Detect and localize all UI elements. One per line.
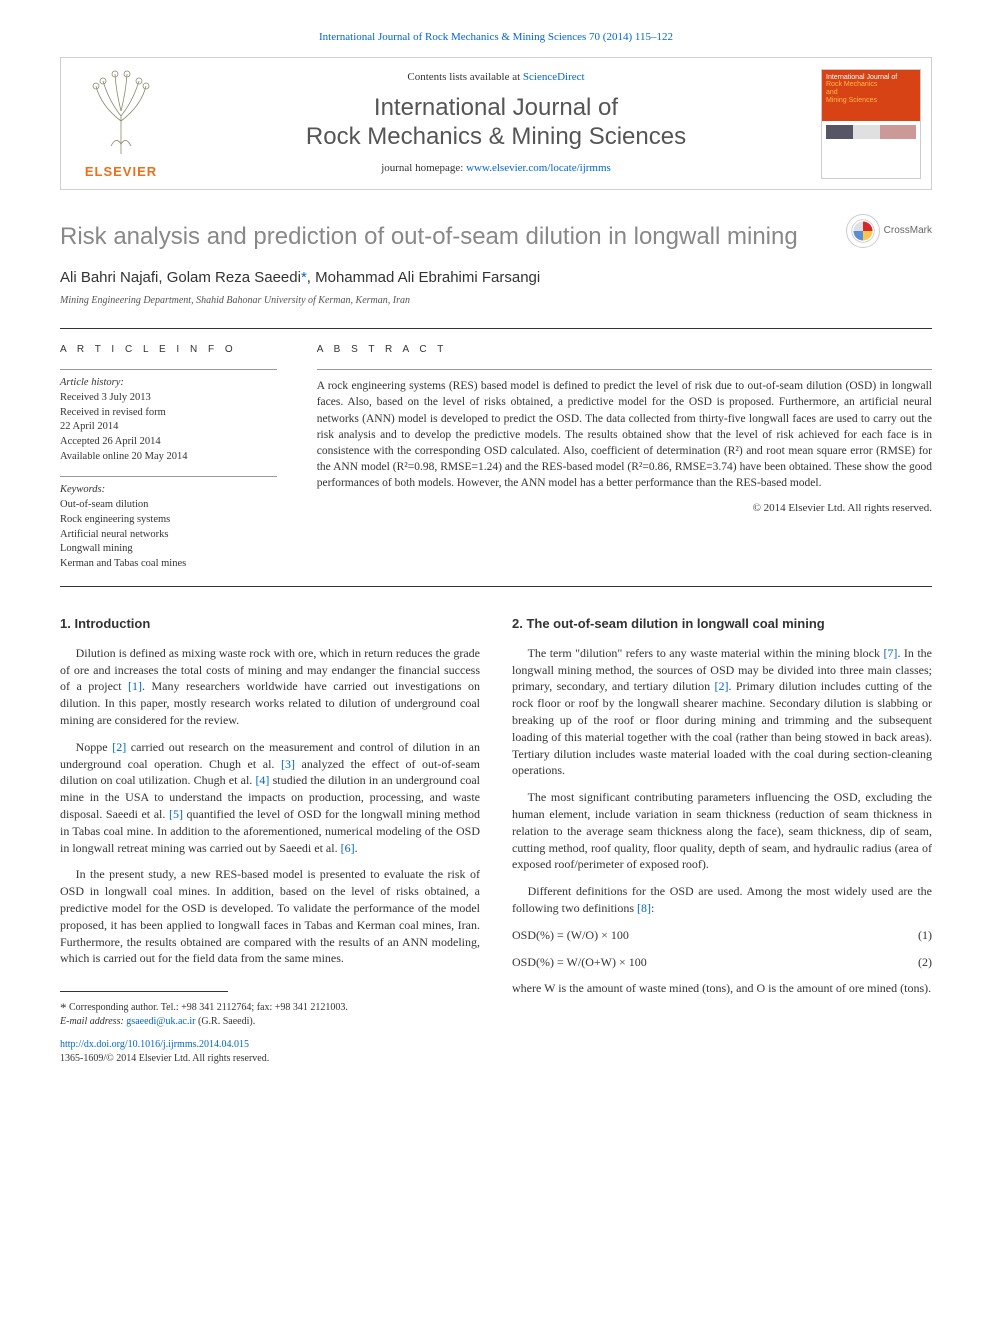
article-info: A R T I C L E I N F O Article history: R… — [60, 329, 287, 585]
received-date: Received 3 July 2013 — [60, 391, 277, 406]
authors-part2: , Mohammad Ali Ebrahimi Farsangi — [307, 269, 540, 286]
keyword: Rock engineering systems — [60, 513, 277, 528]
keyword: Artificial neural networks — [60, 528, 277, 543]
crossmark[interactable]: CrossMark — [846, 214, 932, 248]
left-column: 1. Introduction Dilution is defined as m… — [60, 615, 480, 1066]
cover-l1: International Journal of — [826, 74, 897, 81]
footnote-star-icon: * — [60, 1000, 67, 1015]
publisher-label: ELSEVIER — [85, 163, 157, 181]
homepage-link[interactable]: www.elsevier.com/locate/ijrmms — [466, 162, 611, 174]
eq-number: (1) — [918, 927, 932, 944]
keywords-block: Keywords: Out-of-seam dilution Rock engi… — [60, 476, 277, 571]
email-label: E-mail address: — [60, 1016, 126, 1027]
right-column: 2. The out-of-seam dilution in longwall … — [512, 615, 932, 1066]
ref-link[interactable]: [7] — [883, 646, 897, 660]
crossmark-label: CrossMark — [884, 224, 932, 238]
journal-name-l1: International Journal of — [374, 94, 618, 121]
article-info-heading: A R T I C L E I N F O — [60, 343, 277, 357]
t: The term "dilution" refers to any waste … — [528, 646, 884, 660]
email-link[interactable]: gsaeedi@uk.ac.ir — [126, 1016, 195, 1027]
footnote-separator — [60, 991, 228, 992]
revised-l2: 22 April 2014 — [60, 420, 277, 435]
running-head: International Journal of Rock Mechanics … — [60, 30, 932, 45]
sciencedirect-link[interactable]: ScienceDirect — [523, 71, 585, 83]
para: The most significant contributing parame… — [512, 789, 932, 873]
equation-2: OSD(%) = W/(O+W) × 100 (2) — [512, 954, 932, 971]
crossmark-icon — [846, 214, 880, 248]
journal-name: International Journal of Rock Mechanics … — [193, 94, 799, 152]
keyword: Out-of-seam dilution — [60, 498, 277, 513]
section-1-heading: 1. Introduction — [60, 615, 480, 633]
running-head-link[interactable]: International Journal of Rock Mechanics … — [319, 31, 673, 43]
cover-cell: International Journal of Rock Mechanics … — [811, 58, 931, 188]
para: Different definitions for the OSD are us… — [512, 883, 932, 917]
body-columns: 1. Introduction Dilution is defined as m… — [60, 615, 932, 1066]
accepted-date: Accepted 26 April 2014 — [60, 435, 277, 450]
history-label: Article history: — [60, 376, 277, 391]
article-title: Risk analysis and prediction of out-of-s… — [60, 220, 932, 254]
cover-l4: Mining Sciences — [826, 97, 877, 104]
corresponding-footnote: * Corresponding author. Tel.: +98 341 21… — [60, 998, 480, 1028]
keyword: Kerman and Tabas coal mines — [60, 557, 277, 572]
authors: Ali Bahri Najafi, Golam Reza Saeedi*, Mo… — [60, 267, 932, 288]
abstract-text: A rock engineering systems (RES) based m… — [317, 378, 932, 491]
history-block: Article history: Received 3 July 2013 Re… — [60, 369, 277, 464]
revised-l1: Received in revised form — [60, 406, 277, 421]
email-who: (G.R. Saeedi). — [195, 1016, 255, 1027]
cover-l2: Rock Mechanics — [826, 81, 877, 88]
contents-prefix: Contents lists available at — [407, 71, 522, 83]
cover-l3: and — [826, 89, 838, 96]
ref-link[interactable]: [2] — [112, 740, 126, 754]
para: The term "dilution" refers to any waste … — [512, 645, 932, 779]
abstract-heading: A B S T R A C T — [317, 343, 932, 357]
ref-link[interactable]: [5] — [169, 807, 183, 821]
contents-line: Contents lists available at ScienceDirec… — [193, 70, 799, 85]
affiliation: Mining Engineering Department, Shahid Ba… — [60, 294, 932, 308]
t: : — [651, 901, 654, 915]
para: In the present study, a new RES-based mo… — [60, 866, 480, 967]
issn-line: 1365-1609/© 2014 Elsevier Ltd. All right… — [60, 1053, 269, 1064]
equation-1: OSD(%) = (W/O) × 100 (1) — [512, 927, 932, 944]
doi-link[interactable]: http://dx.doi.org/10.1016/j.ijrmms.2014.… — [60, 1039, 249, 1050]
ref-link[interactable]: [1] — [128, 679, 142, 693]
online-date: Available online 20 May 2014 — [60, 450, 277, 465]
section-2-heading: 2. The out-of-seam dilution in longwall … — [512, 615, 932, 633]
homepage-prefix: journal homepage: — [381, 162, 466, 174]
t: Different definitions for the OSD are us… — [512, 884, 932, 915]
eq-body: OSD(%) = W/(O+W) × 100 — [512, 954, 647, 971]
ref-link[interactable]: [2] — [714, 679, 728, 693]
journal-header: ELSEVIER Contents lists available at Sci… — [60, 57, 932, 189]
t: . Primary dilution includes cutting of t… — [512, 679, 932, 777]
corr-text: Corresponding author. Tel.: +98 341 2112… — [69, 1002, 348, 1013]
t: Noppe — [76, 740, 113, 754]
keywords-label: Keywords: — [60, 483, 277, 498]
eq-body: OSD(%) = (W/O) × 100 — [512, 927, 629, 944]
t: . — [355, 841, 358, 855]
journal-name-l2: Rock Mechanics & Mining Sciences — [306, 123, 686, 150]
doi-block: http://dx.doi.org/10.1016/j.ijrmms.2014.… — [60, 1038, 480, 1066]
abstract-copyright: © 2014 Elsevier Ltd. All rights reserved… — [317, 501, 932, 516]
ref-link[interactable]: [4] — [255, 773, 269, 787]
homepage-line: journal homepage: www.elsevier.com/locat… — [193, 161, 799, 176]
abstract: A B S T R A C T A rock engineering syste… — [317, 329, 932, 585]
para: Dilution is defined as mixing waste rock… — [60, 645, 480, 729]
info-abstract-row: A R T I C L E I N F O Article history: R… — [60, 328, 932, 586]
ref-link[interactable]: [3] — [281, 757, 295, 771]
ref-link[interactable]: [8] — [637, 901, 651, 915]
para: where W is the amount of waste mined (to… — [512, 980, 932, 997]
ref-link[interactable]: [6] — [341, 841, 355, 855]
publisher-cell: ELSEVIER — [61, 58, 181, 188]
header-center: Contents lists available at ScienceDirec… — [181, 58, 811, 188]
para: Noppe [2] carried out research on the me… — [60, 739, 480, 857]
authors-part1: Ali Bahri Najafi, Golam Reza Saeedi — [60, 269, 301, 286]
journal-cover-thumb: International Journal of Rock Mechanics … — [821, 69, 921, 179]
elsevier-tree-icon — [81, 66, 161, 156]
keyword: Longwall mining — [60, 542, 277, 557]
eq-number: (2) — [918, 954, 932, 971]
